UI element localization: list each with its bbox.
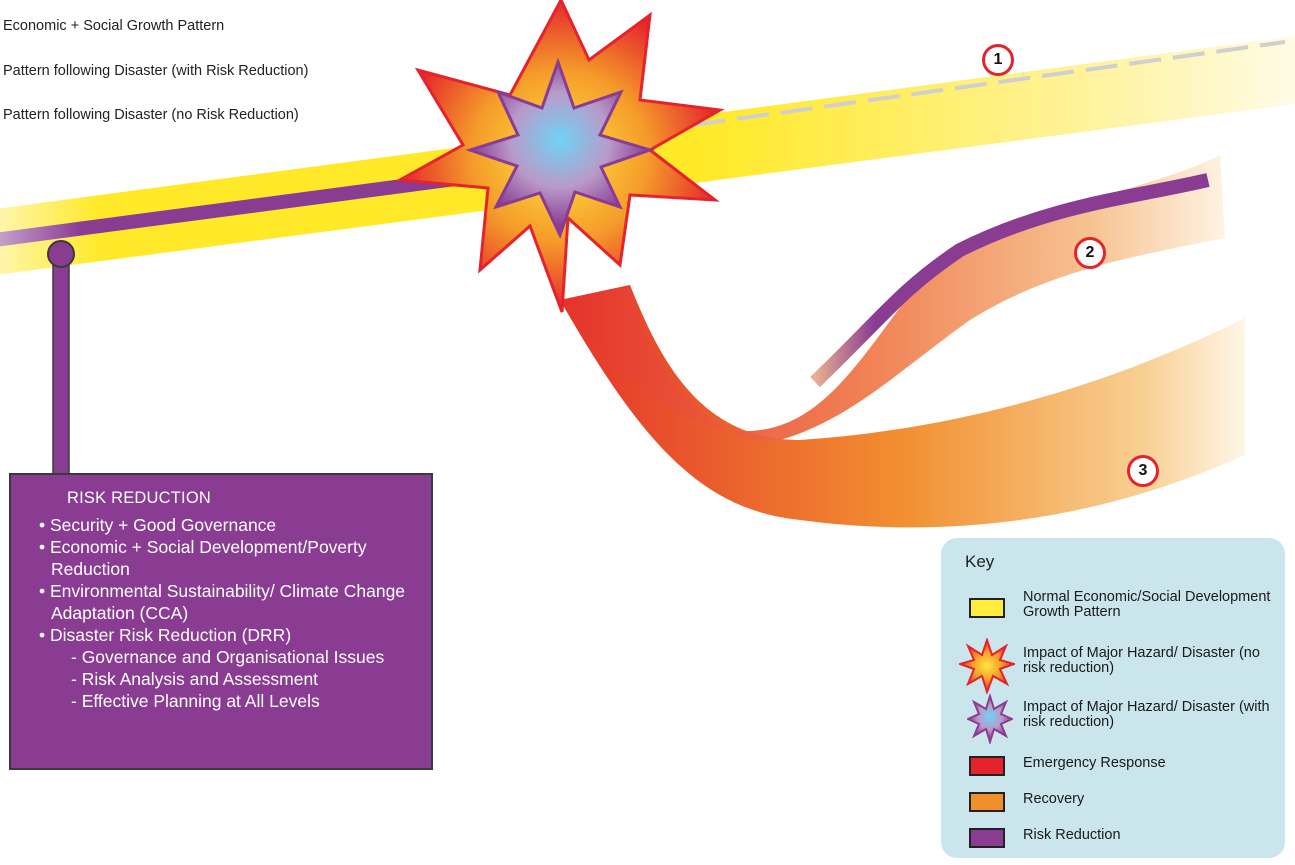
orange-explosion-icon (959, 638, 1015, 694)
key-row-impact-with-rr: Impact of Major Hazard/ Disaster (with r… (941, 694, 1285, 744)
risk-reduction-track-before (0, 170, 471, 247)
risk-reduction-item: • Economic + Social Development/Poverty … (39, 537, 367, 579)
risk-reduction-subitem: - Governance and Organisational Issues (71, 647, 385, 667)
risk-reduction-track-after (810, 173, 1210, 388)
risk-reduction-item: • Disaster Risk Reduction (DRR) (39, 625, 292, 645)
risk-reduction-title: RISK REDUCTION (67, 489, 211, 507)
disaster-impact-inner-icon (465, 57, 655, 239)
key-label: Recovery (1023, 791, 1085, 807)
key-row-impact-no-rr: Impact of Major Hazard/ Disaster (no ris… (941, 638, 1285, 694)
key-row-recovery: Recovery (941, 788, 1285, 828)
risk-reduction-subitem: - Risk Analysis and Assessment (71, 669, 319, 689)
key-label: Emergency Response (1023, 755, 1166, 771)
marker-3: 3 (1127, 455, 1159, 487)
legend-label-growth: Economic + Social Growth Pattern (3, 18, 225, 34)
yellow-swatch-icon (969, 598, 1005, 618)
risk-reduction-stem (52, 254, 70, 476)
risk-reduction-box: RISK REDUCTION • Security + Good Governa… (9, 473, 433, 770)
dashed-projection-line (649, 40, 1286, 133)
marker-2: 2 (1074, 237, 1106, 269)
marker-1: 1 (982, 44, 1014, 76)
key-label: Impact of Major Hazard/ Disaster (with r… (1023, 699, 1270, 730)
recovery-band-with-risk-reduction (560, 155, 1225, 441)
purple-explosion-icon (967, 694, 1013, 744)
key-row-emergency: Emergency Response (941, 752, 1285, 792)
red-swatch-icon (969, 756, 1005, 776)
key-panel: Key Normal Economic/Social Development G… (941, 538, 1285, 858)
key-label: Normal Economic/Social Development Growt… (1023, 589, 1271, 620)
key-row-growth: Normal Economic/Social Development Growt… (941, 588, 1285, 628)
recovery-band-no-risk-reduction (560, 285, 1245, 528)
purple-swatch-icon (969, 828, 1005, 848)
orange-swatch-icon (969, 792, 1005, 812)
key-row-risk-reduction: Risk Reduction (941, 824, 1285, 864)
legend-label-with-risk-reduction: Pattern following Disaster (with Risk Re… (3, 63, 309, 79)
legend-label-no-risk-reduction: Pattern following Disaster (no Risk Redu… (3, 107, 299, 123)
risk-reduction-subitem: - Effective Planning at All Levels (71, 691, 320, 711)
risk-reduction-item: • Security + Good Governance (39, 515, 277, 535)
key-title: Key (965, 552, 995, 571)
key-label: Impact of Major Hazard/ Disaster (no ris… (1023, 645, 1260, 676)
risk-reduction-item: • Environmental Sustainability/ Climate … (39, 581, 406, 623)
risk-reduction-node (47, 240, 75, 268)
key-label: Risk Reduction (1023, 827, 1121, 843)
